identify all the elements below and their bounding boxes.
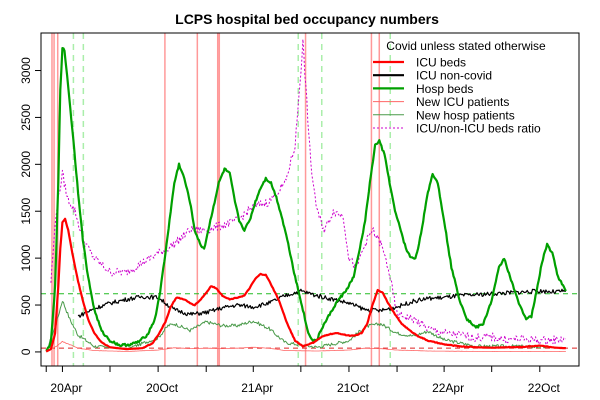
x-tick-label-2: 21Apr	[241, 381, 273, 395]
y-tick-label-0: 0	[19, 348, 33, 355]
series-line-icu-beds	[45, 217, 567, 353]
x-tick-label-5: 22Oct	[528, 381, 561, 395]
legend-title: Covid unless stated otherwise	[386, 39, 546, 53]
y-tick-label-1: 500	[19, 295, 33, 315]
legend: Covid unless stated otherwise ICU bedsIC…	[373, 39, 546, 136]
legend-label-5: ICU/non-ICU beds ratio	[416, 122, 541, 136]
y-tick-label-5: 2500	[19, 104, 33, 131]
legend-label-1: ICU non-covid	[416, 69, 492, 83]
y-tick-label-3: 1500	[19, 198, 33, 225]
x-tick-label-1: 20Oct	[146, 381, 179, 395]
y-tick-label-6: 3000	[19, 57, 33, 84]
y-axis: 0 500 1000 1500 2000 2500 3000	[19, 57, 41, 355]
legend-label-0: ICU beds	[416, 56, 466, 70]
x-tick-label-4: 22Apr	[432, 381, 464, 395]
chart-title: LCPS hospital bed occupancy numbers	[175, 11, 439, 27]
series-line-new-icu-patients	[45, 340, 566, 353]
x-axis: 20Apr 20Oct 21Apr 21Oct 22Apr 22Oct	[45, 366, 561, 395]
x-tick-label-0: 20Apr	[50, 381, 82, 395]
plot-frame	[40, 32, 580, 367]
legend-label-4: New hosp patients	[416, 108, 515, 122]
x-tick-label-3: 21Oct	[337, 381, 370, 395]
y-tick-label-2: 1000	[19, 244, 33, 271]
series-line-hosp-beds	[45, 46, 567, 352]
legend-label-3: New ICU patients	[416, 95, 509, 109]
series-line-icu-non-icu-beds-ratio	[50, 38, 566, 345]
y-tick-label-4: 2000	[19, 151, 33, 178]
series-layer	[45, 38, 567, 353]
legend-label-2: Hosp beds	[416, 82, 473, 96]
